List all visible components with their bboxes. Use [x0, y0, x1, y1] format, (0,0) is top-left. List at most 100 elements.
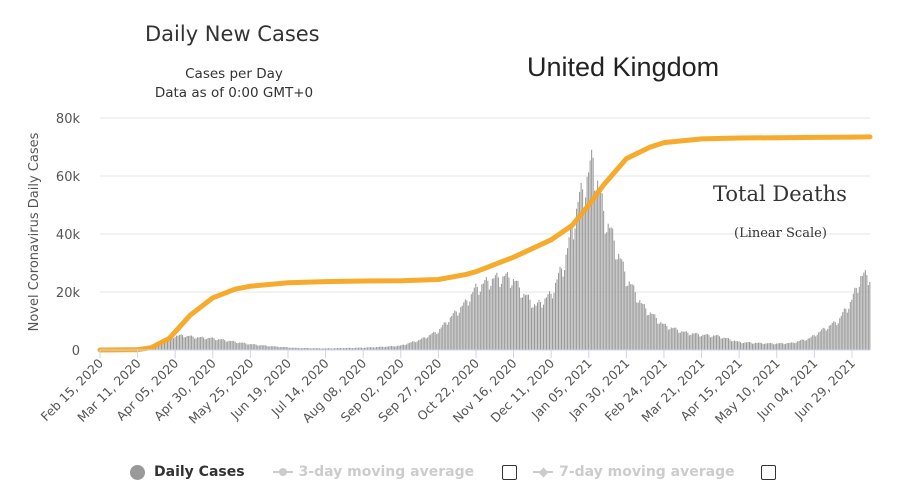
daily-cases-bar [688, 335, 690, 350]
daily-cases-bar [348, 347, 351, 350]
daily-cases-bar [684, 331, 686, 350]
y-tick-label: 20k [56, 286, 81, 301]
daily-cases-bar [564, 269, 566, 350]
daily-cases-bar [243, 342, 245, 350]
daily-cases-bar [839, 318, 841, 350]
daily-cases-bar [162, 341, 164, 350]
daily-cases-bar [816, 334, 818, 350]
daily-cases-bar [636, 302, 638, 350]
daily-cases-bar [324, 348, 326, 350]
daily-cases-bar [773, 344, 775, 350]
daily-cases-bar [807, 338, 809, 350]
daily-cases-bar [249, 344, 251, 350]
daily-cases-bar [511, 285, 513, 350]
daily-cases-bar [712, 335, 714, 350]
daily-cases-bar [237, 342, 239, 350]
daily-cases-bar [681, 331, 683, 350]
daily-cases-bar [618, 253, 620, 350]
daily-cases-bar [724, 338, 726, 350]
daily-cases-bar [544, 298, 546, 350]
daily-cases-bar [860, 276, 862, 350]
daily-cases-bar [818, 332, 820, 350]
daily-cases-bar [789, 342, 791, 350]
daily-cases-bar [367, 347, 369, 350]
daily-cases-bar [601, 193, 603, 350]
daily-cases-bar [739, 342, 742, 350]
daily-cases-bar [251, 344, 253, 350]
deaths-overlay-title: Total Deaths [713, 182, 847, 206]
daily-cases-bar [580, 182, 582, 350]
daily-cases-bar [752, 343, 754, 350]
daily-cases-bar [500, 283, 502, 350]
daily-cases-bar [385, 346, 387, 350]
daily-cases-bar [452, 313, 454, 350]
daily-cases-bar [425, 338, 427, 350]
daily-cases-bar [200, 336, 202, 350]
daily-cases-bar [819, 331, 821, 350]
legend-item-7day-ma[interactable]: 7-day moving average [533, 464, 735, 480]
daily-cases-bar [494, 275, 496, 350]
checkbox-3day-ma[interactable] [502, 464, 518, 480]
daily-cases-bar [843, 308, 845, 350]
daily-cases-bar [379, 346, 381, 350]
daily-cases-bar [744, 342, 746, 350]
daily-cases-bar [836, 325, 838, 350]
daily-cases-bar [418, 340, 420, 350]
daily-cases-bar [824, 328, 826, 350]
daily-cases-bar [661, 323, 663, 350]
daily-cases-bar [521, 297, 523, 350]
daily-cases-bar [702, 334, 704, 350]
daily-cases-bar [643, 304, 645, 350]
daily-cases-bar [670, 327, 672, 350]
daily-cases-bar [530, 307, 532, 350]
y-tick-label: 40k [56, 228, 81, 243]
checkbox-7day-ma[interactable] [760, 464, 776, 480]
daily-cases-bar [305, 347, 307, 350]
daily-cases-bar [780, 342, 782, 350]
daily-cases-bar [606, 232, 608, 350]
total-deaths-line [97, 134, 873, 353]
daily-cases-bar [389, 346, 391, 350]
daily-cases-bar [756, 342, 758, 350]
daily-cases-bar [574, 228, 576, 350]
daily-cases-bar [336, 348, 338, 350]
daily-cases-bar [570, 227, 572, 350]
legend-item-daily-cases[interactable]: Daily Cases [130, 464, 245, 480]
daily-cases-bar [777, 343, 779, 350]
daily-cases-bar [377, 346, 379, 350]
daily-cases-bar [421, 338, 423, 350]
daily-cases-bar [302, 348, 304, 350]
daily-cases-bar [210, 337, 212, 350]
daily-cases-bar [216, 339, 218, 350]
daily-cases-bar [815, 336, 817, 350]
daily-cases-bar [467, 305, 469, 350]
daily-cases-bar [281, 346, 283, 350]
daily-cases-bar [323, 348, 325, 350]
daily-cases-bar [765, 343, 767, 350]
daily-cases-bar [254, 344, 256, 350]
daily-cases-bar [821, 329, 823, 350]
daily-cases-bar [586, 176, 588, 350]
daily-cases-bar [267, 346, 269, 350]
daily-cases-bar [388, 346, 390, 350]
x-tick-label: May 10, 2021 [712, 356, 783, 427]
daily-cases-bar [502, 276, 504, 350]
daily-cases-bar [312, 348, 314, 350]
daily-cases-bar [294, 347, 296, 350]
daily-cases-bar [562, 276, 564, 350]
daily-cases-bar [433, 331, 435, 350]
daily-cases-bar [272, 346, 274, 350]
daily-cases-bar [852, 293, 854, 350]
legend-item-3day-ma[interactable]: 3-day moving average [272, 464, 474, 480]
daily-cases-bar [616, 259, 618, 350]
daily-cases-bar [556, 279, 558, 350]
daily-cases-bar [529, 299, 531, 350]
daily-cases-bar [600, 189, 602, 350]
daily-cases-bar [163, 340, 166, 350]
daily-cases-bar [603, 210, 605, 350]
daily-cases-bar [285, 347, 287, 350]
daily-cases-bar [509, 287, 511, 350]
daily-cases-bar [344, 347, 346, 350]
daily-cases-bar [263, 345, 265, 350]
